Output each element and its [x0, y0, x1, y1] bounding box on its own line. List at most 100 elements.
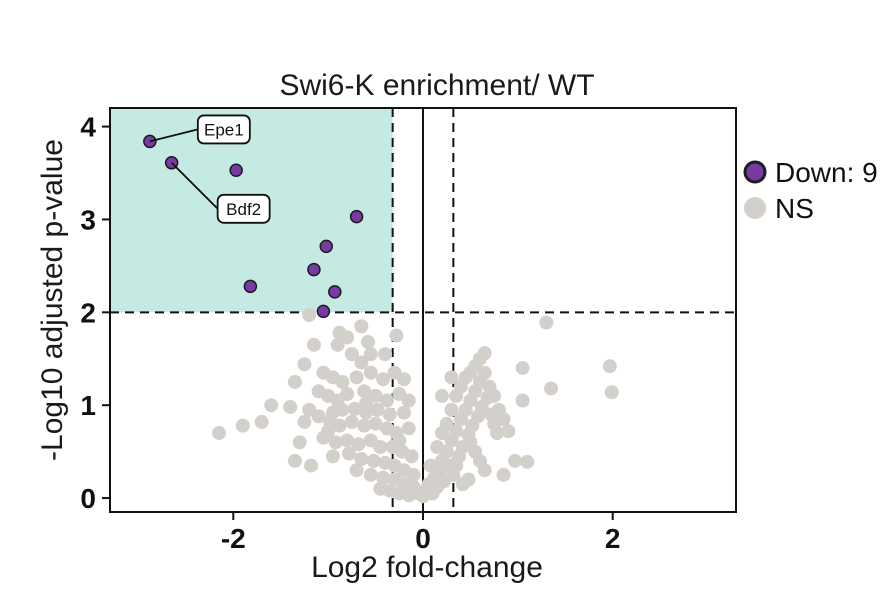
- ns-point: [360, 335, 375, 350]
- ns-point: [330, 337, 345, 352]
- ns-point: [357, 384, 372, 399]
- ns-point: [544, 381, 559, 396]
- ns-point: [297, 414, 312, 429]
- point-annotations: Epe1 Bdf2: [149, 114, 271, 224]
- ns-point: [368, 416, 383, 431]
- ns-point: [389, 328, 404, 343]
- ns-point: [404, 449, 419, 464]
- y-tick-label: 1: [80, 390, 96, 421]
- down-point: [319, 239, 334, 254]
- x-tick-label: 2: [605, 523, 621, 554]
- y-tick-label: 2: [80, 297, 96, 328]
- y-tick-label: 0: [80, 483, 96, 514]
- ns-point: [401, 488, 416, 503]
- ns-point: [520, 454, 535, 469]
- y-axis: 0 1 2 3 4: [80, 112, 110, 514]
- down-point: [328, 285, 342, 299]
- ns-point: [508, 453, 523, 468]
- ns-point: [434, 426, 449, 441]
- down-point: [316, 304, 331, 319]
- ns-point: [378, 347, 393, 362]
- ns-point: [304, 458, 319, 473]
- ns-point: [354, 452, 369, 467]
- down-point: [229, 163, 243, 177]
- ns-point: [461, 472, 476, 487]
- down-point: [307, 262, 321, 277]
- annotation-leader-line: [171, 162, 219, 210]
- ns-point: [297, 357, 312, 372]
- ns-series: [212, 308, 619, 504]
- ns-point: [351, 437, 366, 452]
- ns-point: [287, 374, 302, 389]
- ns-point: [477, 463, 492, 478]
- ns-point: [321, 424, 336, 439]
- ns-point: [449, 458, 464, 473]
- ns-point: [401, 421, 416, 436]
- ns-point: [370, 402, 385, 417]
- ns-point: [373, 439, 388, 454]
- ns-point: [379, 393, 394, 408]
- ns-point: [392, 433, 407, 448]
- ns-point: [489, 426, 504, 441]
- ns-point: [376, 372, 391, 387]
- ns-point: [604, 385, 619, 400]
- ns-point: [539, 315, 554, 330]
- ns-point: [335, 374, 350, 389]
- ns-point: [501, 424, 516, 439]
- ns-point: [359, 396, 374, 411]
- legend-label: Down: 9: [775, 157, 878, 188]
- y-tick-label: 4: [80, 112, 96, 143]
- ns-point: [515, 361, 530, 376]
- ns-point: [382, 407, 397, 422]
- ns-point: [264, 398, 279, 413]
- ns-point: [340, 433, 355, 448]
- ns-point: [212, 426, 227, 441]
- ns-point: [515, 393, 530, 408]
- ns-point: [340, 330, 355, 345]
- annotation-label: Bdf2: [226, 200, 261, 219]
- ns-point: [487, 388, 502, 403]
- ns-point: [368, 388, 383, 403]
- ns-point: [423, 458, 438, 473]
- ns-point: [477, 346, 492, 361]
- ns-point: [254, 414, 269, 429]
- x-axis: -2 0 2: [221, 512, 621, 554]
- x-axis-label: Log2 fold-change: [311, 551, 543, 584]
- ns-point: [602, 359, 617, 374]
- ns-point: [444, 402, 459, 417]
- ns-point: [342, 446, 357, 461]
- ns-point: [292, 435, 307, 450]
- ns-point: [357, 418, 372, 433]
- ns-point: [325, 449, 340, 464]
- ns-point: [496, 467, 511, 482]
- ns-point: [376, 470, 391, 485]
- ns-point: [449, 424, 464, 439]
- annotation-box: [216, 193, 271, 224]
- ns-point: [332, 418, 347, 433]
- ns-point: [363, 467, 378, 482]
- ns-point: [397, 372, 412, 387]
- ns-point: [444, 370, 459, 385]
- ns-point: [354, 319, 369, 334]
- ns-point: [344, 414, 359, 429]
- ns-point: [302, 308, 317, 323]
- down-series: [143, 134, 364, 319]
- ns-point: [287, 453, 302, 468]
- legend-swatch: [744, 197, 766, 219]
- ns-point: [406, 467, 421, 482]
- ns-point: [340, 387, 355, 402]
- ns-point: [363, 365, 378, 380]
- down-point: [243, 279, 258, 294]
- ns-point: [363, 347, 378, 362]
- ns-point: [347, 401, 362, 416]
- legend-label: NS: [775, 193, 814, 224]
- ns-point: [354, 355, 369, 370]
- ns-point: [397, 405, 412, 420]
- ns-point: [283, 400, 298, 415]
- chart-title: Swi6-K enrichment/ WT: [279, 69, 594, 102]
- annotation-box: [196, 114, 251, 145]
- annotation-leader-line: [149, 128, 199, 143]
- ns-point: [344, 347, 359, 362]
- ns-point: [311, 409, 326, 424]
- ns-point: [235, 418, 250, 433]
